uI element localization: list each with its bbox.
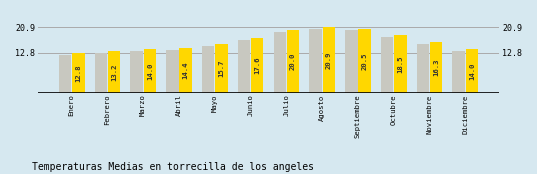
Text: 12.8: 12.8	[75, 64, 81, 82]
Bar	[394, 35, 407, 93]
Text: 20.0: 20.0	[290, 53, 296, 70]
Bar	[72, 53, 84, 93]
Bar	[251, 38, 264, 93]
Bar	[345, 30, 358, 93]
Bar	[238, 39, 250, 93]
Bar	[430, 42, 442, 93]
Text: 17.6: 17.6	[254, 57, 260, 74]
Text: 14.0: 14.0	[147, 62, 153, 80]
Bar	[108, 52, 120, 93]
Bar	[166, 50, 179, 93]
Bar	[215, 44, 228, 93]
Bar	[417, 44, 429, 93]
Bar	[59, 55, 71, 93]
Bar	[466, 49, 478, 93]
Text: 20.9: 20.9	[326, 51, 332, 69]
Bar	[202, 45, 214, 93]
Text: Temperaturas Medias en torrecilla de los angeles: Temperaturas Medias en torrecilla de los…	[32, 162, 314, 172]
Bar	[453, 51, 465, 93]
Text: 13.2: 13.2	[111, 64, 117, 81]
Bar	[143, 49, 156, 93]
Text: 15.7: 15.7	[219, 60, 224, 77]
Text: 20.5: 20.5	[361, 52, 368, 69]
Text: 14.4: 14.4	[183, 62, 188, 79]
Bar	[273, 32, 286, 93]
Text: 18.5: 18.5	[397, 55, 403, 73]
Bar	[179, 48, 192, 93]
Bar	[95, 53, 107, 93]
Bar	[130, 51, 143, 93]
Bar	[381, 37, 394, 93]
Text: 14.0: 14.0	[469, 62, 475, 80]
Bar	[309, 29, 322, 93]
Text: 16.3: 16.3	[433, 59, 439, 76]
Bar	[287, 30, 299, 93]
Bar	[323, 27, 335, 93]
Bar	[358, 29, 371, 93]
